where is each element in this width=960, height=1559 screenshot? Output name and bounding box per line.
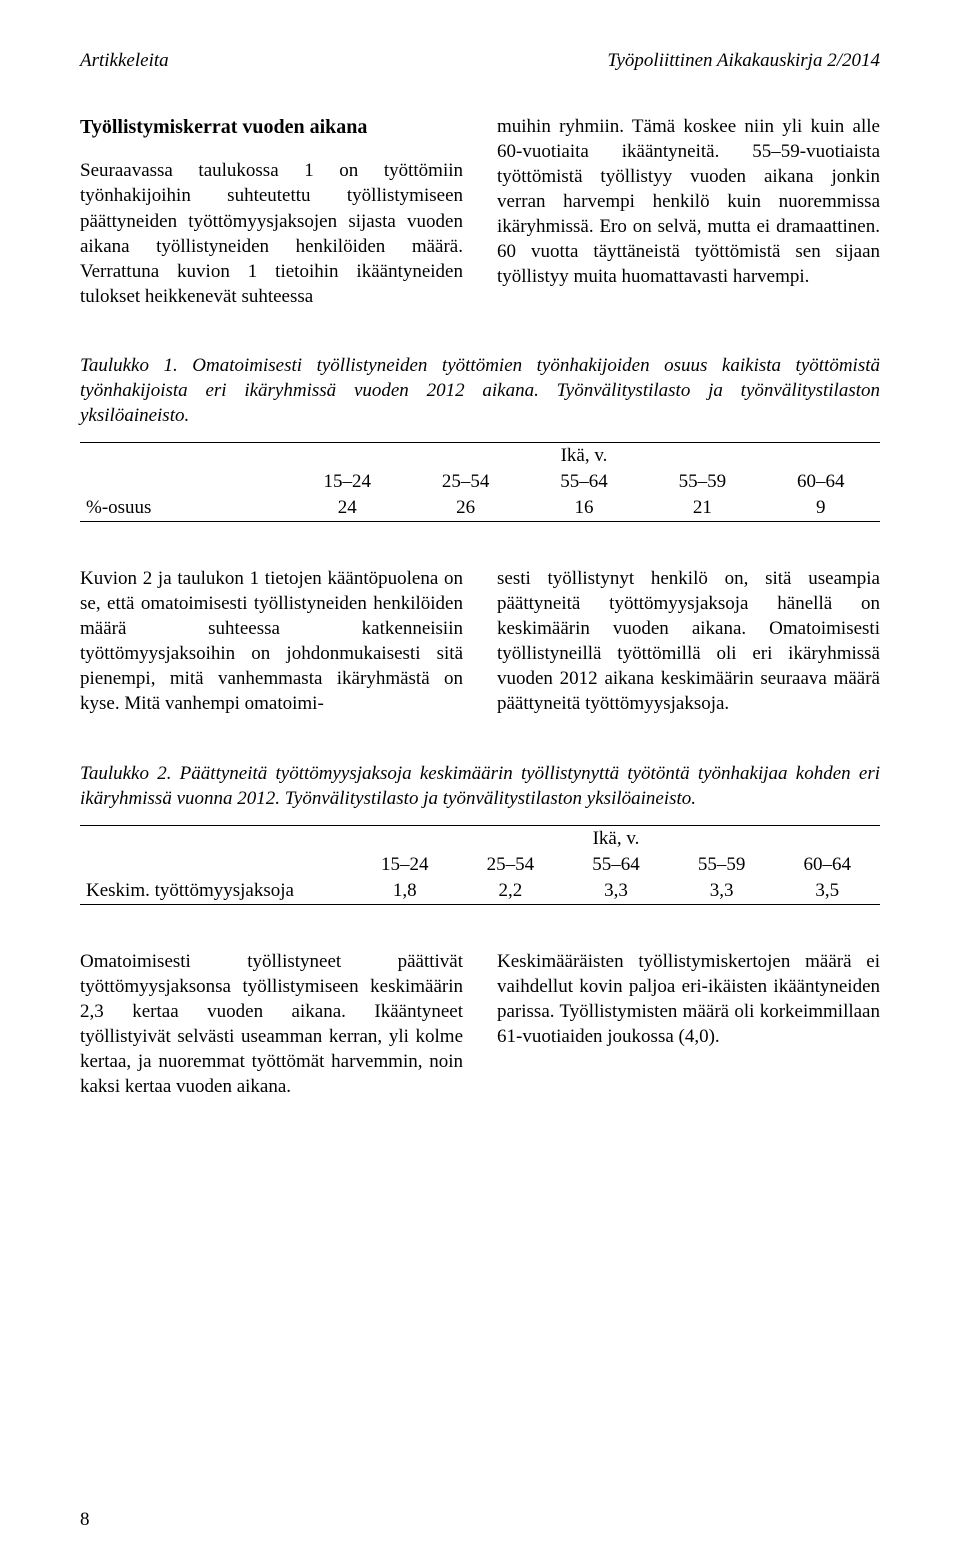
running-head-right: Työpoliittinen Aikakauskirja 2/2014 (607, 50, 880, 72)
bottom-columns: Omatoimisesti työllistyneet päättivät ty… (80, 949, 880, 1099)
table1-superheader: Ikä, v. (288, 443, 880, 470)
table1-col-4: 60–64 (762, 469, 880, 495)
table2-col-4: 60–64 (774, 852, 880, 878)
table1-val-1: 26 (406, 495, 524, 522)
intro-para-2: muihin ryhmiin. Tämä koskee niin yli kui… (497, 114, 880, 290)
table1-val-2: 16 (525, 495, 643, 522)
page-number: 8 (80, 1509, 90, 1531)
table2-val-1: 2,2 (458, 878, 564, 905)
table1: Ikä, v. 15–24 25–54 55–64 55–59 60–64 %-… (80, 442, 880, 522)
table1-val-3: 21 (643, 495, 761, 522)
running-head: Artikkeleita Työpoliittinen Aikakauskirj… (80, 50, 880, 72)
table1-caption: Taulukko 1. Omatoimisesti työllistyneide… (80, 353, 880, 428)
mid-para-1: Kuvion 2 ja taulukon 1 tietojen kääntöpu… (80, 566, 463, 716)
table2-col-0: 15–24 (352, 852, 458, 878)
table2-col-2: 55–64 (563, 852, 669, 878)
table1-col-0: 15–24 (288, 469, 406, 495)
table1-col-1: 25–54 (406, 469, 524, 495)
table1-col-2: 55–64 (525, 469, 643, 495)
table2-col-1: 25–54 (458, 852, 564, 878)
table1-val-0: 24 (288, 495, 406, 522)
mid-para-2: sesti työllistynyt henkilö on, sitä usea… (497, 566, 880, 716)
bottom-para-2: Keskimääräisten työllistymiskertojen mää… (497, 949, 880, 1049)
table2-row-label: Keskim. työttömyysjaksoja (80, 878, 352, 905)
intro-col-content: Työllistymiskerrat vuoden aikana Seuraav… (80, 114, 880, 309)
intro-para-1: Seuraavassa taulukossa 1 on työttömiin t… (80, 158, 463, 308)
table2-val-4: 3,5 (774, 878, 880, 905)
table2-val-0: 1,8 (352, 878, 458, 905)
table2-val-2: 3,3 (563, 878, 669, 905)
section-title: Työllistymiskerrat vuoden aikana (80, 114, 463, 140)
table1-row-label: %-osuus (80, 495, 288, 522)
page: Artikkeleita Työpoliittinen Aikakauskirj… (0, 0, 960, 1559)
table2-val-3: 3,3 (669, 878, 775, 905)
bottom-para-1: Omatoimisesti työllistyneet päättivät ty… (80, 949, 463, 1099)
table2-caption: Taulukko 2. Päättyneitä työttömyysjaksoj… (80, 761, 880, 811)
mid-columns: Kuvion 2 ja taulukon 1 tietojen kääntöpu… (80, 566, 880, 716)
intro-columns: Työllistymiskerrat vuoden aikana Seuraav… (80, 114, 880, 309)
table2: Ikä, v. 15–24 25–54 55–64 55–59 60–64 Ke… (80, 825, 880, 905)
table1-col-3: 55–59 (643, 469, 761, 495)
table1-val-4: 9 (762, 495, 880, 522)
table2-superheader: Ikä, v. (352, 825, 880, 852)
running-head-left: Artikkeleita (80, 50, 169, 72)
table2-col-3: 55–59 (669, 852, 775, 878)
